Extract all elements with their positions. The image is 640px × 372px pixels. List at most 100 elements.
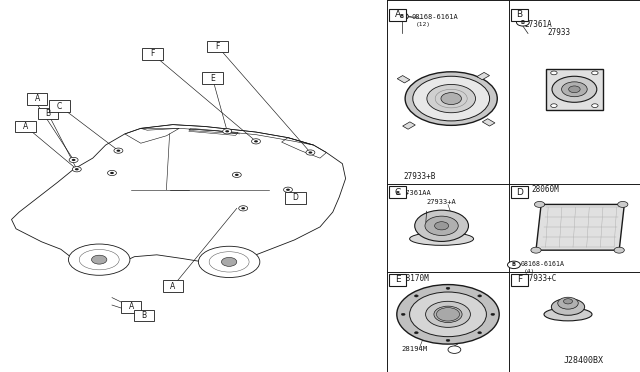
Circle shape	[241, 207, 245, 209]
Text: (4): (4)	[524, 269, 535, 274]
Circle shape	[448, 346, 461, 353]
Text: B: B	[141, 311, 147, 320]
Ellipse shape	[564, 299, 573, 304]
Text: A: A	[395, 10, 401, 19]
Circle shape	[618, 201, 628, 207]
Text: B: B	[521, 20, 525, 25]
Text: 27933+A: 27933+A	[427, 199, 456, 205]
Circle shape	[550, 104, 557, 108]
Circle shape	[427, 84, 476, 113]
Circle shape	[284, 187, 292, 192]
Circle shape	[415, 331, 419, 334]
Ellipse shape	[410, 232, 474, 246]
Text: D: D	[292, 193, 299, 202]
Circle shape	[614, 247, 625, 253]
Text: (12): (12)	[416, 22, 431, 28]
FancyBboxPatch shape	[511, 274, 528, 286]
FancyBboxPatch shape	[27, 93, 47, 105]
FancyBboxPatch shape	[142, 48, 163, 60]
Text: E: E	[395, 275, 401, 284]
Circle shape	[415, 295, 419, 297]
Circle shape	[413, 76, 490, 121]
Text: B: B	[45, 109, 51, 118]
Circle shape	[92, 255, 107, 264]
FancyBboxPatch shape	[389, 274, 406, 286]
Circle shape	[491, 313, 495, 315]
FancyBboxPatch shape	[207, 41, 228, 52]
Circle shape	[232, 172, 241, 177]
Circle shape	[114, 148, 123, 153]
Circle shape	[69, 157, 78, 163]
Text: A: A	[23, 122, 28, 131]
Text: 27933+B: 27933+B	[403, 172, 436, 181]
Circle shape	[235, 174, 239, 176]
Circle shape	[225, 130, 229, 132]
FancyBboxPatch shape	[202, 72, 223, 84]
Circle shape	[508, 261, 520, 269]
Circle shape	[426, 301, 470, 327]
Circle shape	[591, 71, 598, 75]
Circle shape	[562, 82, 588, 97]
Circle shape	[72, 167, 81, 172]
Text: B: B	[396, 190, 399, 196]
Text: 27933: 27933	[547, 28, 570, 37]
Circle shape	[434, 306, 462, 323]
Text: 27933+C: 27933+C	[525, 274, 557, 283]
Text: 08168-6161A: 08168-6161A	[521, 261, 565, 267]
Circle shape	[401, 313, 405, 315]
Circle shape	[441, 93, 461, 105]
Bar	[397, 76, 410, 83]
Circle shape	[221, 257, 237, 266]
Circle shape	[410, 292, 486, 337]
Circle shape	[108, 170, 116, 176]
Bar	[477, 73, 490, 80]
Ellipse shape	[552, 298, 585, 315]
Text: C: C	[57, 102, 62, 110]
Ellipse shape	[544, 308, 592, 321]
Text: A: A	[35, 94, 40, 103]
Circle shape	[415, 210, 468, 241]
Circle shape	[446, 339, 450, 341]
Circle shape	[591, 104, 598, 108]
Circle shape	[286, 189, 290, 191]
Circle shape	[425, 216, 458, 235]
Circle shape	[477, 295, 481, 297]
FancyBboxPatch shape	[389, 186, 406, 198]
Circle shape	[534, 201, 545, 207]
FancyBboxPatch shape	[511, 186, 528, 198]
Circle shape	[254, 140, 258, 142]
Circle shape	[446, 287, 450, 289]
Text: 08168-6161A: 08168-6161A	[412, 14, 458, 20]
Text: 28170M: 28170M	[402, 274, 429, 283]
FancyBboxPatch shape	[547, 68, 603, 110]
Ellipse shape	[198, 246, 260, 278]
Circle shape	[75, 168, 79, 170]
Circle shape	[110, 172, 114, 174]
FancyBboxPatch shape	[511, 9, 528, 21]
Circle shape	[569, 86, 580, 93]
Circle shape	[435, 222, 449, 230]
FancyBboxPatch shape	[121, 301, 141, 313]
Circle shape	[252, 139, 260, 144]
Circle shape	[223, 129, 232, 134]
Text: F: F	[150, 49, 154, 58]
Circle shape	[405, 72, 497, 125]
FancyBboxPatch shape	[389, 9, 406, 21]
FancyBboxPatch shape	[49, 100, 70, 112]
Circle shape	[391, 189, 404, 197]
Circle shape	[477, 331, 481, 334]
Circle shape	[116, 150, 120, 152]
Text: B: B	[512, 262, 516, 267]
Ellipse shape	[558, 297, 579, 309]
Circle shape	[550, 71, 557, 75]
Text: F: F	[216, 42, 220, 51]
Text: B: B	[516, 10, 522, 19]
Circle shape	[516, 19, 529, 26]
Circle shape	[397, 285, 499, 344]
Circle shape	[396, 13, 408, 20]
Circle shape	[531, 247, 541, 253]
Text: A: A	[170, 282, 175, 291]
Text: 28060M: 28060M	[531, 185, 559, 194]
Text: C: C	[395, 188, 401, 197]
Text: B: B	[400, 14, 404, 19]
